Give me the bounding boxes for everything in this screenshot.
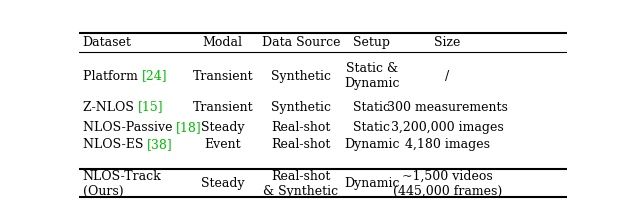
Text: NLOS-Passive: NLOS-Passive: [83, 121, 176, 134]
Text: /: /: [445, 69, 449, 82]
Text: Modal: Modal: [203, 36, 243, 49]
Text: [18]: [18]: [176, 121, 202, 134]
Text: Platform: Platform: [83, 69, 142, 82]
Text: 3,200,000 images: 3,200,000 images: [391, 121, 504, 134]
Text: NLOS-ES: NLOS-ES: [83, 138, 147, 151]
Text: Transient: Transient: [193, 101, 253, 114]
Text: Event: Event: [205, 138, 241, 151]
Text: Synthetic: Synthetic: [271, 69, 331, 82]
Text: NLOS-Track: NLOS-Track: [83, 170, 161, 183]
Text: (Ours): (Ours): [83, 185, 123, 198]
Text: Real-shot: Real-shot: [272, 121, 331, 134]
Text: Static &: Static &: [346, 62, 398, 75]
Text: Real-shot: Real-shot: [272, 170, 331, 183]
Text: Setup: Setup: [353, 36, 390, 49]
Text: [15]: [15]: [137, 101, 163, 114]
Text: Static: Static: [353, 121, 390, 134]
Text: (445,000 frames): (445,000 frames): [392, 185, 502, 198]
Text: Data Source: Data Source: [261, 36, 340, 49]
Text: 4,180 images: 4,180 images: [405, 138, 490, 151]
Text: Synthetic: Synthetic: [271, 101, 331, 114]
Text: Static: Static: [353, 101, 390, 114]
Text: Dynamic: Dynamic: [344, 138, 399, 151]
Text: ~1,500 videos: ~1,500 videos: [402, 170, 493, 183]
Text: Dataset: Dataset: [83, 36, 132, 49]
Text: & Synthetic: & Synthetic: [263, 185, 338, 198]
Text: Steady: Steady: [201, 121, 244, 134]
Text: [24]: [24]: [142, 69, 167, 82]
Text: Size: Size: [434, 36, 461, 49]
Text: Dynamic: Dynamic: [344, 177, 399, 190]
Text: 300 measurements: 300 measurements: [387, 101, 508, 114]
Text: Transient: Transient: [193, 69, 253, 82]
Text: Z-NLOS: Z-NLOS: [83, 101, 137, 114]
Text: [38]: [38]: [147, 138, 173, 151]
Text: Dynamic: Dynamic: [344, 77, 399, 90]
Text: Real-shot: Real-shot: [272, 138, 331, 151]
Text: Steady: Steady: [201, 177, 244, 190]
